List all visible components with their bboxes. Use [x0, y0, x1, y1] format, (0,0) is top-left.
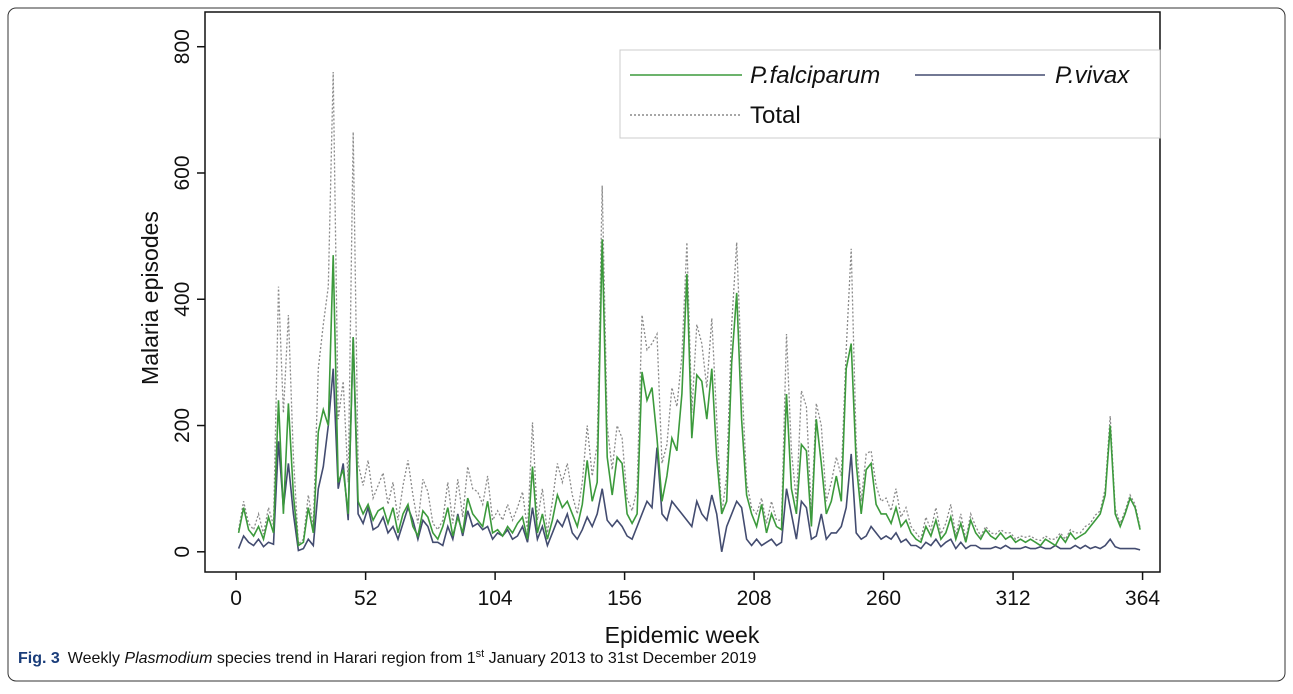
series-line: [237, 337, 1141, 552]
x-tick-label: 156: [607, 587, 642, 610]
y-tick-label: 600: [171, 155, 194, 190]
caption-text: st: [476, 648, 485, 660]
x-tick-label: 208: [737, 587, 772, 610]
x-tick-label: 364: [1125, 587, 1160, 610]
series-line: [237, 71, 1141, 546]
x-tick-label: 312: [996, 587, 1031, 610]
y-tick-label: 800: [171, 29, 194, 64]
legend-box: [619, 49, 1161, 139]
plot-frame: [204, 11, 1161, 573]
series-line: [237, 239, 1141, 547]
x-tick-label: 52: [354, 587, 377, 610]
caption-text: Plasmodium: [124, 650, 212, 667]
legend-label: P.vivax: [1055, 62, 1130, 89]
x-tick-label: 104: [478, 587, 513, 610]
figure-border: [7, 7, 1286, 682]
x-axis-label: Epidemic week: [605, 622, 760, 648]
caption-label: Fig. 3: [18, 650, 60, 667]
y-tick-label: 200: [171, 408, 194, 443]
caption-text: Weekly: [68, 650, 125, 667]
caption-text: species trend in Harari region from 1: [212, 650, 475, 667]
y-axis-label: Malaria episodes: [137, 211, 163, 385]
y-tick-label: 0: [171, 546, 194, 558]
x-tick-label: 0: [230, 587, 242, 610]
caption-text: January 2013 to 31st December 2019: [484, 650, 756, 667]
y-tick-label: 400: [171, 282, 194, 317]
caption: Fig. 3 Weekly Plasmodium species trend in…: [18, 648, 756, 667]
legend-label: Total: [750, 102, 801, 129]
x-tick-label: 260: [866, 587, 901, 610]
legend-label: P.falciparum: [750, 62, 880, 89]
